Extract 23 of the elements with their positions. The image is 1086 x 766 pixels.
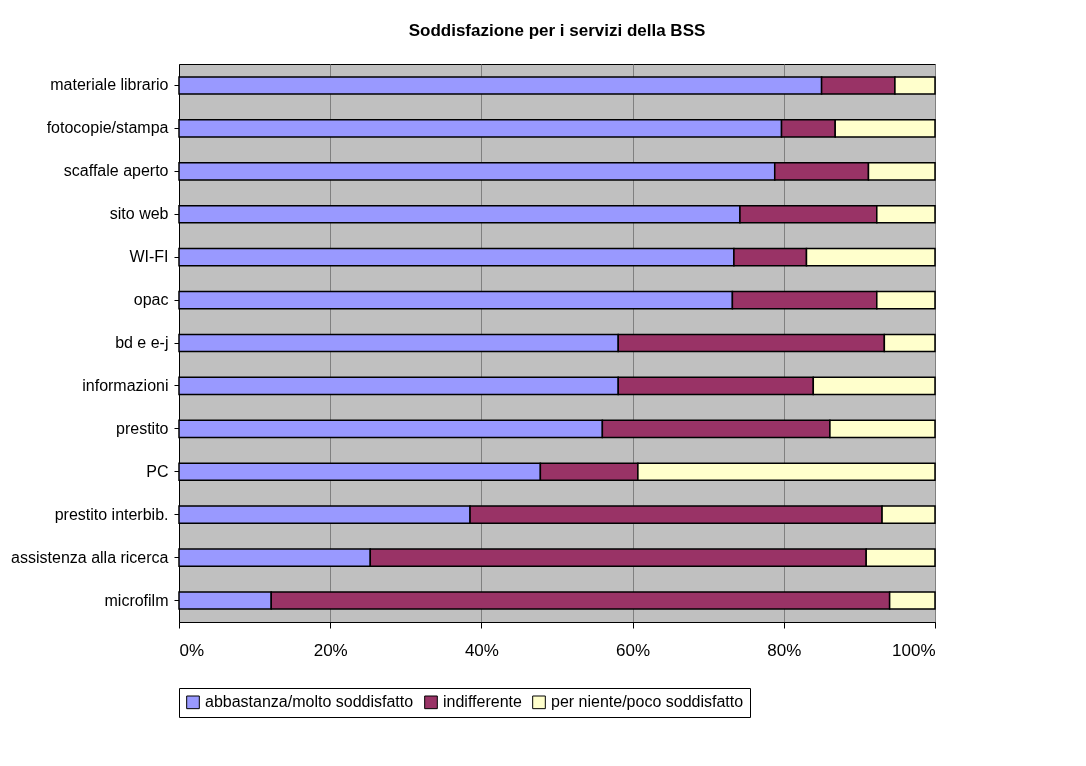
x-tick-label: 20%	[313, 640, 348, 660]
legend-label: abbastanza/molto soddisfatto	[205, 693, 414, 711]
y-tick-label: prestito interbib.	[54, 505, 169, 523]
legend-label: indifferente	[443, 693, 522, 711]
y-tick-label: scaffale aperto	[63, 162, 169, 180]
chart-title: Soddisfazione per i servizi della BSS	[408, 21, 706, 40]
y-tick-label: WI-FI	[129, 248, 169, 266]
y-tick-label: fotocopie/stampa	[46, 119, 169, 137]
y-tick-label: informazioni	[82, 376, 169, 394]
y-tick-label: materiale librario	[50, 76, 169, 94]
x-tick-label: 100%	[892, 640, 936, 660]
x-tick-label: 60%	[616, 640, 651, 660]
x-tick-label: 40%	[464, 640, 499, 660]
x-tick-label: 80%	[767, 640, 802, 660]
legend-label: per niente/poco soddisfatto	[551, 693, 744, 711]
y-tick-label: bd e e-j	[115, 334, 169, 351]
y-tick-label: opac	[133, 291, 169, 309]
y-tick-label: PC	[146, 462, 169, 480]
y-tick-label: prestito	[116, 419, 169, 437]
x-tick-label: 0%	[179, 640, 205, 660]
y-tick-label: microfilm	[104, 591, 169, 609]
y-tick-label: sito web	[109, 205, 169, 223]
y-tick-label: assistenza alla ricerca	[11, 548, 169, 566]
